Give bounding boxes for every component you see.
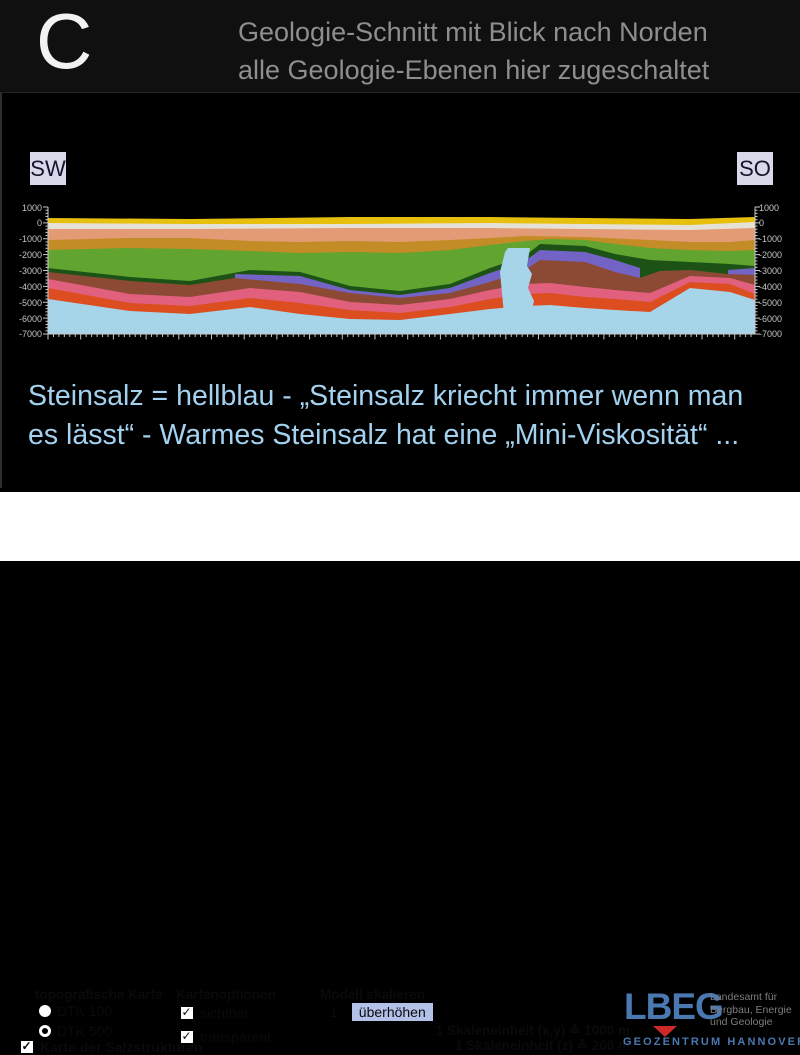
radio-dtk500-control[interactable] bbox=[38, 1024, 52, 1038]
elevation-label-left: -2000 bbox=[18, 250, 42, 261]
elevation-label-right: -1000 bbox=[759, 234, 783, 245]
elevation-label-right: -4000 bbox=[759, 281, 783, 292]
model-scale-value[interactable]: 1 bbox=[330, 1004, 338, 1020]
radio-dtk100[interactable]: DTK 100 bbox=[38, 1003, 112, 1019]
slide-title: Geologie-Schnitt mit Blick nach Norden a… bbox=[238, 13, 709, 89]
elevation-label-right: -7000 bbox=[759, 329, 783, 340]
elevation-label-left: -5000 bbox=[18, 297, 42, 308]
control-panel: topografische Karte DTK 100 DTK 500 Kart… bbox=[0, 492, 800, 1055]
layer-steinsalz-hellblau bbox=[48, 288, 755, 334]
direction-label-so: SO bbox=[737, 152, 773, 185]
topo-map-group-label: topografische Karte bbox=[35, 987, 163, 1002]
elevation-label-left: -3000 bbox=[18, 265, 42, 276]
checkbox-transparent-control[interactable] bbox=[180, 1029, 194, 1044]
scale-equivalence-xy: 1 Skaleneinheit (x,y) ≙ 1000 m bbox=[435, 1023, 630, 1038]
exaggerate-button[interactable]: überhöhen bbox=[351, 1003, 433, 1021]
geologic-cross-section[interactable] bbox=[40, 198, 764, 340]
elevation-label-left: 1000 bbox=[21, 202, 42, 213]
radio-dtk500[interactable]: DTK 500 bbox=[38, 1023, 112, 1039]
elevation-label-left: -1000 bbox=[18, 234, 42, 245]
lbeg-logo: LBEG bbox=[624, 986, 724, 1027]
slide-letter: C bbox=[36, 0, 93, 85]
checkbox-visible[interactable]: sichtbar bbox=[180, 1005, 249, 1021]
steinsalz-caption: Steinsalz = hellblau - „Steinsalz kriech… bbox=[28, 377, 743, 455]
geozentrum-hannover-label: GEOZENTRUM HANNOVER bbox=[623, 1036, 800, 1048]
elevation-label-right: 1000 bbox=[759, 202, 780, 213]
lbeg-org-name: Landesamt für Bergbau, Energie und Geolo… bbox=[710, 991, 792, 1029]
slide-title-line2: alle Geologie-Ebenen hier zugeschaltet bbox=[238, 55, 710, 85]
elevation-label-right: -3000 bbox=[759, 265, 783, 276]
elevation-label-left: -6000 bbox=[18, 313, 42, 324]
app-stage: C Geologie-Schnitt mit Blick nach Norden… bbox=[0, 0, 800, 561]
checkbox-salt-structures-control[interactable] bbox=[20, 1039, 34, 1054]
lbeg-org-line1: Landesamt für bbox=[710, 991, 778, 1003]
checkbox-visible-label: sichtbar bbox=[200, 1005, 250, 1021]
elevation-label-left: 0 bbox=[36, 218, 42, 229]
map-options-group-label: Kartenoptionen bbox=[176, 987, 276, 1002]
elevation-label-right: 0 bbox=[759, 218, 765, 229]
checkbox-visible-control[interactable] bbox=[180, 1005, 194, 1020]
elevation-label-left: -4000 bbox=[18, 281, 42, 292]
slide-header: C Geologie-Schnitt mit Blick nach Norden… bbox=[0, 0, 800, 93]
caption-line1: Steinsalz = hellblau - „Steinsalz kriech… bbox=[28, 380, 744, 412]
lbeg-org-line3: und Geologie bbox=[710, 1016, 773, 1028]
model-scale-group-label: Modell skalieren bbox=[320, 987, 426, 1002]
left-edge-line bbox=[0, 93, 2, 488]
elevation-label-right: -2000 bbox=[759, 250, 783, 261]
checkbox-salt-structures-label: Karte der Salzstrukturen bbox=[40, 1039, 203, 1055]
radio-dtk100-label: DTK 100 bbox=[57, 1003, 113, 1019]
slide-title-line1: Geologie-Schnitt mit Blick nach Norden bbox=[238, 17, 708, 47]
checkbox-transparent-label: transparent bbox=[200, 1029, 271, 1045]
lbeg-org-line2: Bergbau, Energie bbox=[710, 1003, 792, 1016]
scale-equivalence-z: 1 Skaleneinheit (z) ≙ 200 m bbox=[455, 1038, 630, 1053]
layer-steinsalz-diapir bbox=[500, 248, 534, 314]
elevation-label-right: -6000 bbox=[759, 313, 783, 324]
model-scale-row: 1 überhöhen bbox=[330, 1003, 433, 1021]
radio-dtk500-label: DTK 500 bbox=[57, 1023, 113, 1039]
elevation-label-left: -7000 bbox=[18, 329, 42, 340]
radio-dtk100-control[interactable] bbox=[38, 1004, 52, 1018]
scale-equivalence: 1 Skaleneinheit (x,y) ≙ 1000 m 1 Skalene… bbox=[418, 1023, 630, 1053]
direction-label-sw: SW bbox=[30, 152, 66, 185]
elevation-label-right: -5000 bbox=[759, 297, 783, 308]
caption-line2: es lässt“ - Warmes Steinsalz hat eine „M… bbox=[28, 419, 740, 451]
checkbox-salt-structures[interactable]: Karte der Salzstrukturen bbox=[20, 1039, 203, 1055]
checkbox-transparent[interactable]: transparent bbox=[180, 1029, 271, 1045]
